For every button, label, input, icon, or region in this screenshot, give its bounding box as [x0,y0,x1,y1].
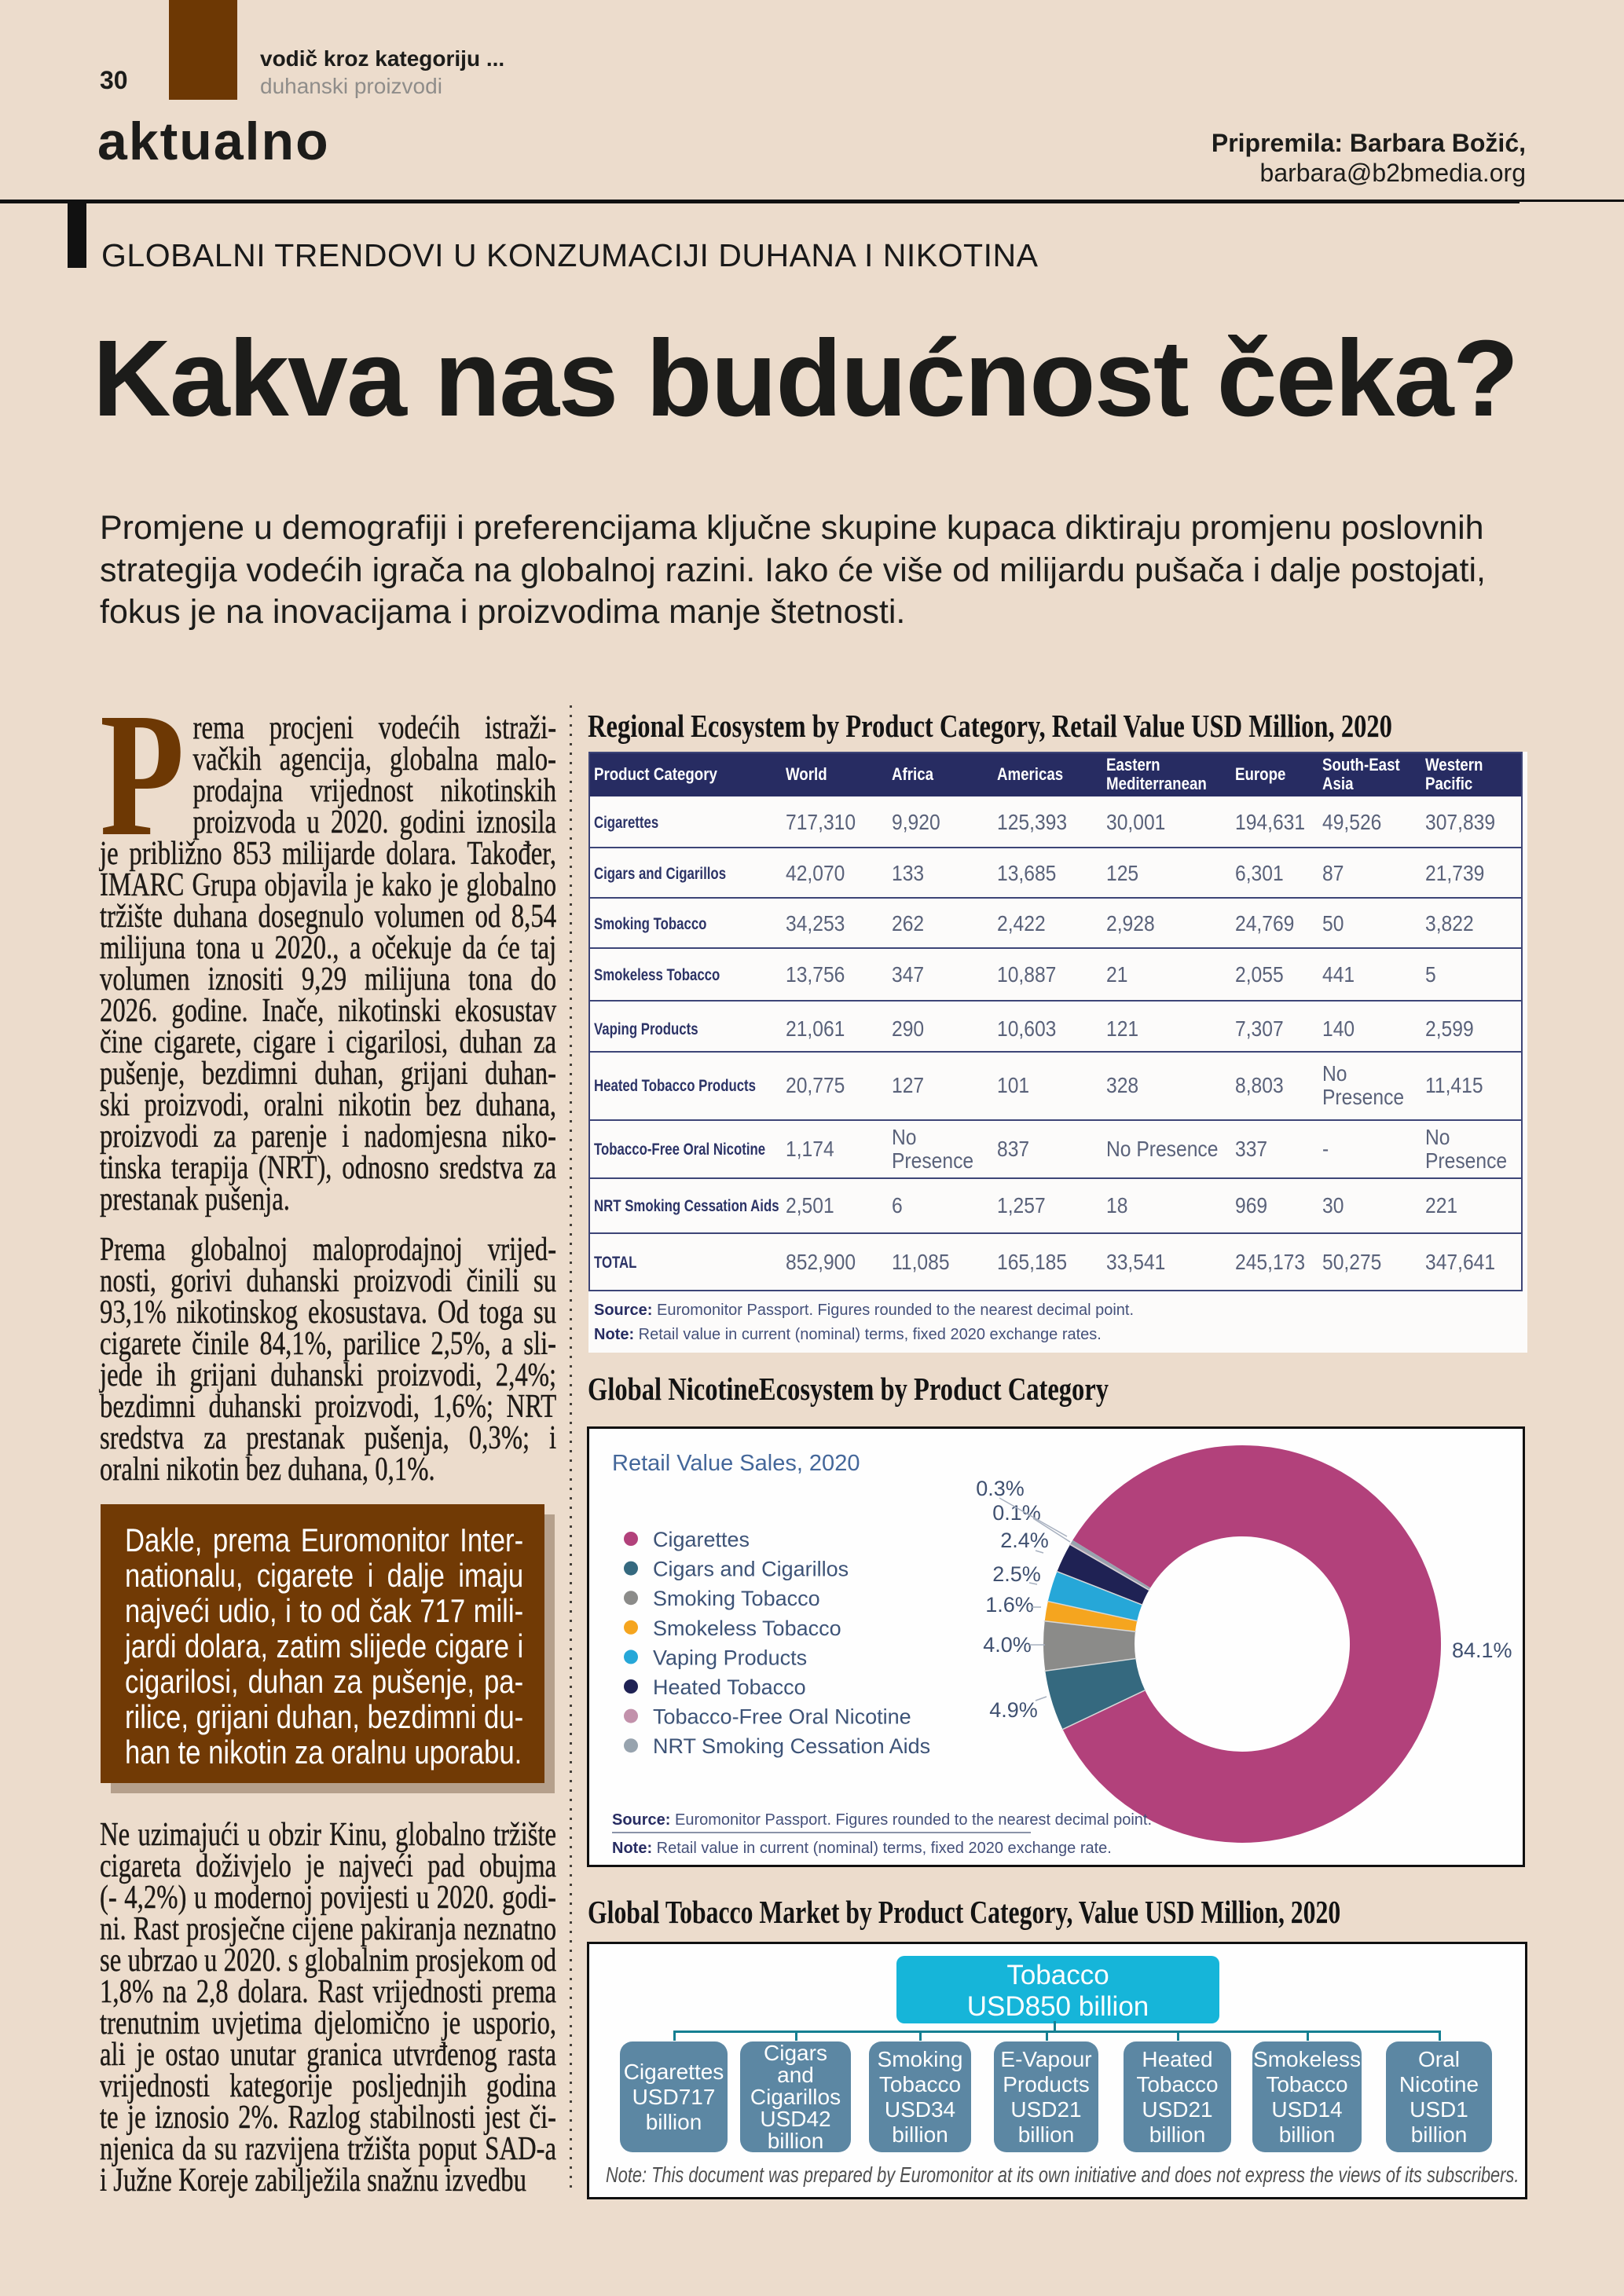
svg-text:Source: Euromonitor Passport.: Source: Euromonitor Passport. Figures ro… [612,1811,1152,1829]
svg-text:84.1%: 84.1% [1452,1639,1512,1662]
svg-text:Smokeless Tobacco: Smokeless Tobacco [653,1617,841,1640]
svg-text:Vaping Products: Vaping Products [653,1646,807,1669]
svg-text:NRT Smoking Cessation Aids: NRT Smoking Cessation Aids [653,1734,930,1758]
svg-text:0.3%: 0.3% [976,1477,1025,1500]
svg-text:Retail Value Sales, 2020: Retail Value Sales, 2020 [612,1451,860,1476]
svg-text:4.9%: 4.9% [989,1698,1038,1722]
svg-text:2.4%: 2.4% [1000,1529,1049,1552]
svg-text:Smoking Tobacco: Smoking Tobacco [653,1587,820,1610]
svg-text:Heated Tobacco: Heated Tobacco [653,1675,806,1699]
svg-text:Cigarettes: Cigarettes [653,1528,750,1551]
svg-text:Note: Retail value in current: Note: Retail value in current (nominal) … [612,1840,1112,1857]
svg-text:4.0%: 4.0% [983,1633,1032,1657]
svg-text:0.1%: 0.1% [992,1501,1041,1525]
svg-text:Cigars and Cigarillos: Cigars and Cigarillos [653,1558,849,1581]
svg-text:1.6%: 1.6% [985,1593,1034,1617]
svg-text:Tobacco-Free Oral Nicotine: Tobacco-Free Oral Nicotine [653,1705,911,1729]
svg-text:2.5%: 2.5% [992,1562,1041,1586]
